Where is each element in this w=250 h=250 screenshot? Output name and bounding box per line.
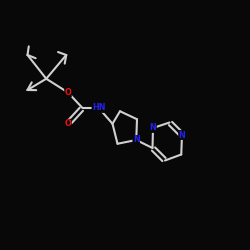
Text: O: O bbox=[64, 88, 71, 97]
Text: HN: HN bbox=[92, 104, 106, 112]
Text: N: N bbox=[133, 136, 140, 144]
Text: O: O bbox=[64, 119, 71, 128]
Text: N: N bbox=[178, 130, 186, 140]
Text: N: N bbox=[150, 124, 156, 132]
